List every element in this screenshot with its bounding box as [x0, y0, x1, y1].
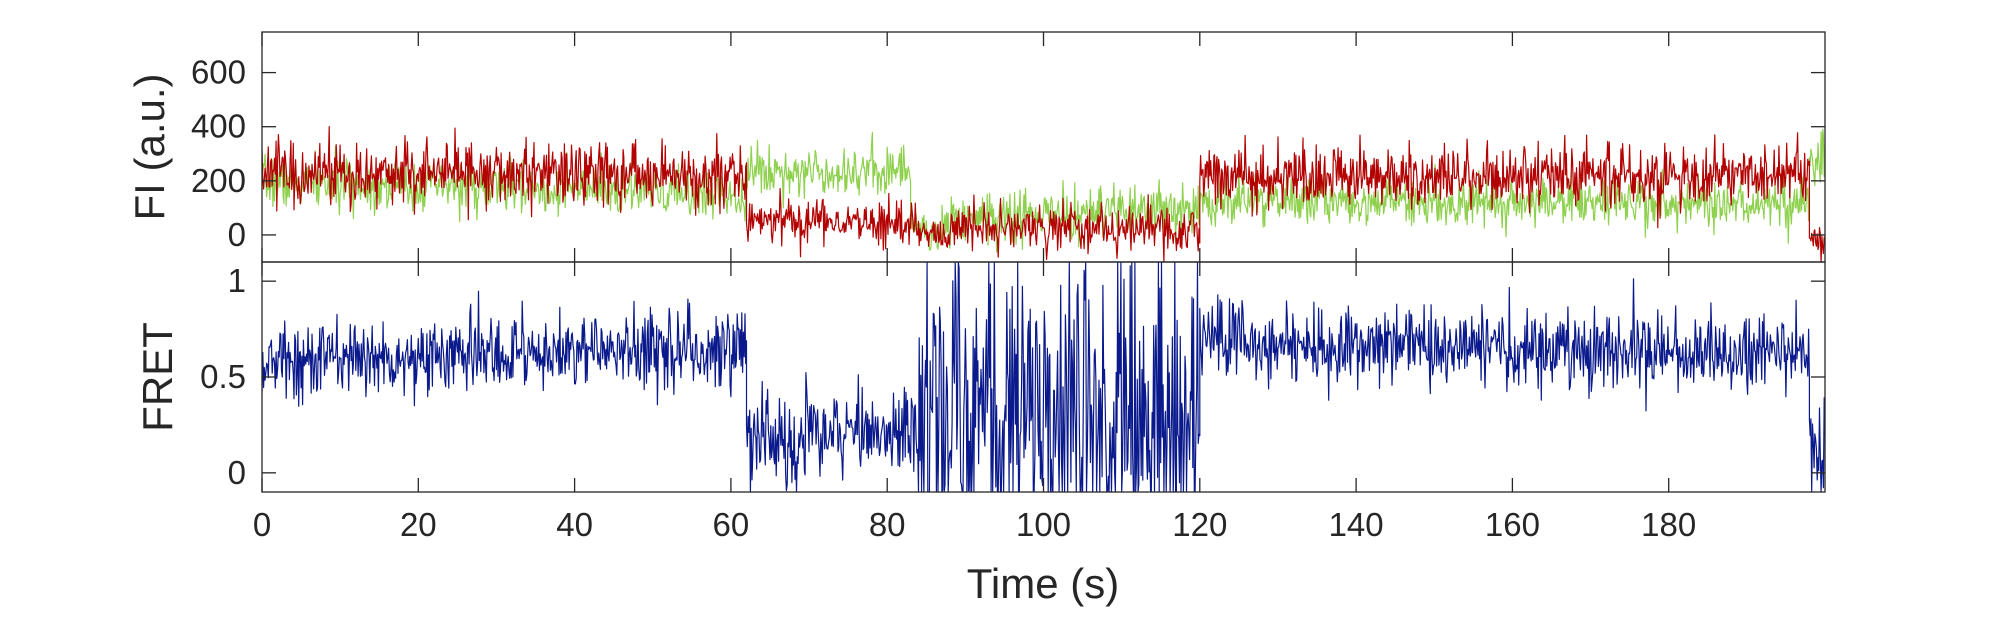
x-tick-label: 0 — [253, 506, 271, 543]
acceptor-trace — [262, 126, 1825, 262]
x-tick-label: 180 — [1641, 506, 1696, 543]
y-tick-label: 0 — [228, 216, 246, 253]
x-tick-label: 80 — [869, 506, 906, 543]
y-tick-label: 600 — [191, 54, 246, 91]
intensity-y-axis-label: FI (a.u.) — [126, 73, 173, 220]
intensity-y-ticks: 0 200 400 600 — [191, 54, 1825, 253]
y-tick-label: 400 — [191, 108, 246, 145]
x-tick-label: 160 — [1485, 506, 1540, 543]
y-tick-label: 0 — [228, 454, 246, 491]
x-tick-label: 60 — [713, 506, 750, 543]
x-tick-label: 120 — [1172, 506, 1227, 543]
intensity-traces — [262, 126, 1825, 262]
fret-y-ticks: 00.51 — [200, 262, 1825, 491]
x-tick-label: 140 — [1329, 506, 1384, 543]
y-tick-label: 1 — [228, 262, 246, 299]
donor-trace — [262, 128, 1825, 253]
x-tick-label: 20 — [400, 506, 437, 543]
fret-trace — [262, 262, 1825, 492]
fret-panel: 00.51 0 20 40 60 80 100 120 140 160 180 FRET Time… — [134, 32, 1826, 607]
fret-efficiency-trace — [262, 262, 1825, 492]
time-x-ticks: 0 20 40 60 80 100 120 140 160 180 — [253, 32, 1696, 543]
fret-y-axis-label: FRET — [134, 322, 181, 432]
x-tick-label: 100 — [1016, 506, 1071, 543]
intensity-panel: 0 200 400 600 FI (a.u.) — [126, 31, 1826, 263]
x-tick-label: 40 — [556, 506, 593, 543]
y-tick-label: 200 — [191, 162, 246, 199]
time-x-axis-label: Time (s) — [967, 560, 1119, 607]
y-tick-label: 0.5 — [200, 358, 246, 395]
